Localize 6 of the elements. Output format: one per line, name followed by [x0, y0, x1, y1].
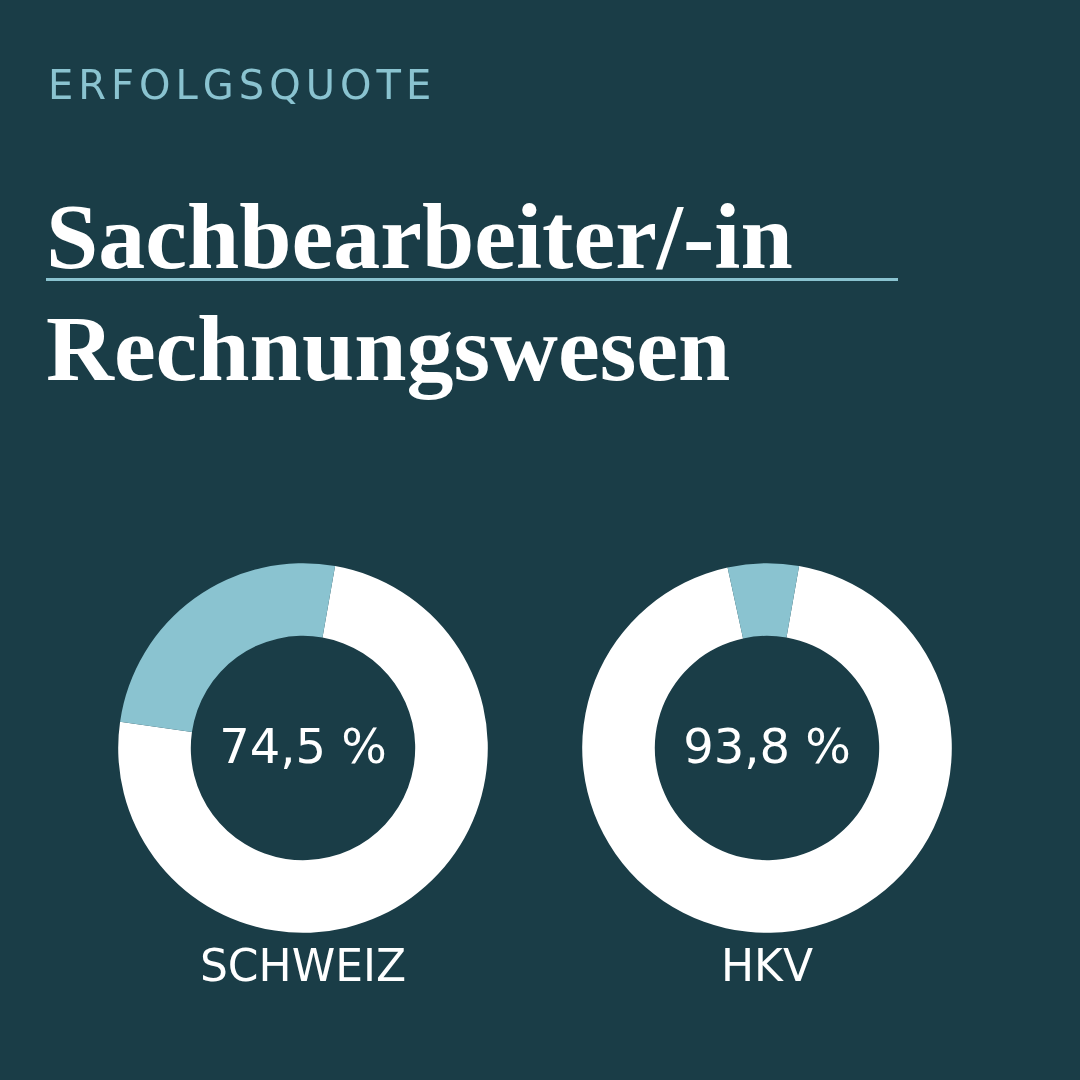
text: 74,5 % — [219, 718, 387, 774]
text: HKV — [720, 939, 814, 991]
text: 93,8 % — [683, 718, 851, 774]
text: SCHWEIZ — [199, 939, 407, 991]
chart-title: Sachbearbeiter/-in Rechnungswesen — [46, 183, 794, 402]
chart-subtitle: ERFOLGSQUOTE — [48, 62, 437, 108]
